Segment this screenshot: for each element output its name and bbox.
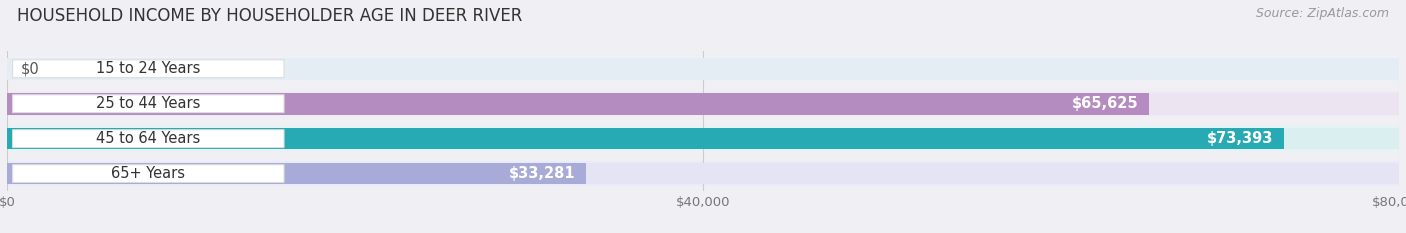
Text: $0: $0 bbox=[21, 61, 39, 76]
FancyBboxPatch shape bbox=[13, 60, 284, 78]
Text: Source: ZipAtlas.com: Source: ZipAtlas.com bbox=[1256, 7, 1389, 20]
Text: 25 to 44 Years: 25 to 44 Years bbox=[96, 96, 201, 111]
Bar bbox=[7, 128, 1284, 150]
Text: $33,281: $33,281 bbox=[509, 166, 575, 181]
Bar bbox=[7, 91, 1399, 116]
Bar bbox=[7, 56, 1399, 81]
Bar bbox=[7, 163, 1399, 185]
Bar bbox=[7, 161, 1399, 186]
Text: 45 to 64 Years: 45 to 64 Years bbox=[96, 131, 201, 146]
Bar bbox=[7, 58, 1399, 80]
FancyBboxPatch shape bbox=[13, 165, 284, 182]
Bar bbox=[7, 128, 1399, 150]
Text: 65+ Years: 65+ Years bbox=[111, 166, 186, 181]
Text: $73,393: $73,393 bbox=[1208, 131, 1274, 146]
FancyBboxPatch shape bbox=[13, 95, 284, 113]
Bar bbox=[7, 126, 1399, 151]
Bar bbox=[7, 93, 1149, 115]
Bar bbox=[7, 163, 586, 185]
Text: $65,625: $65,625 bbox=[1071, 96, 1139, 111]
FancyBboxPatch shape bbox=[13, 130, 284, 147]
Bar bbox=[7, 93, 1399, 115]
Text: HOUSEHOLD INCOME BY HOUSEHOLDER AGE IN DEER RIVER: HOUSEHOLD INCOME BY HOUSEHOLDER AGE IN D… bbox=[17, 7, 522, 25]
Text: 15 to 24 Years: 15 to 24 Years bbox=[96, 61, 201, 76]
